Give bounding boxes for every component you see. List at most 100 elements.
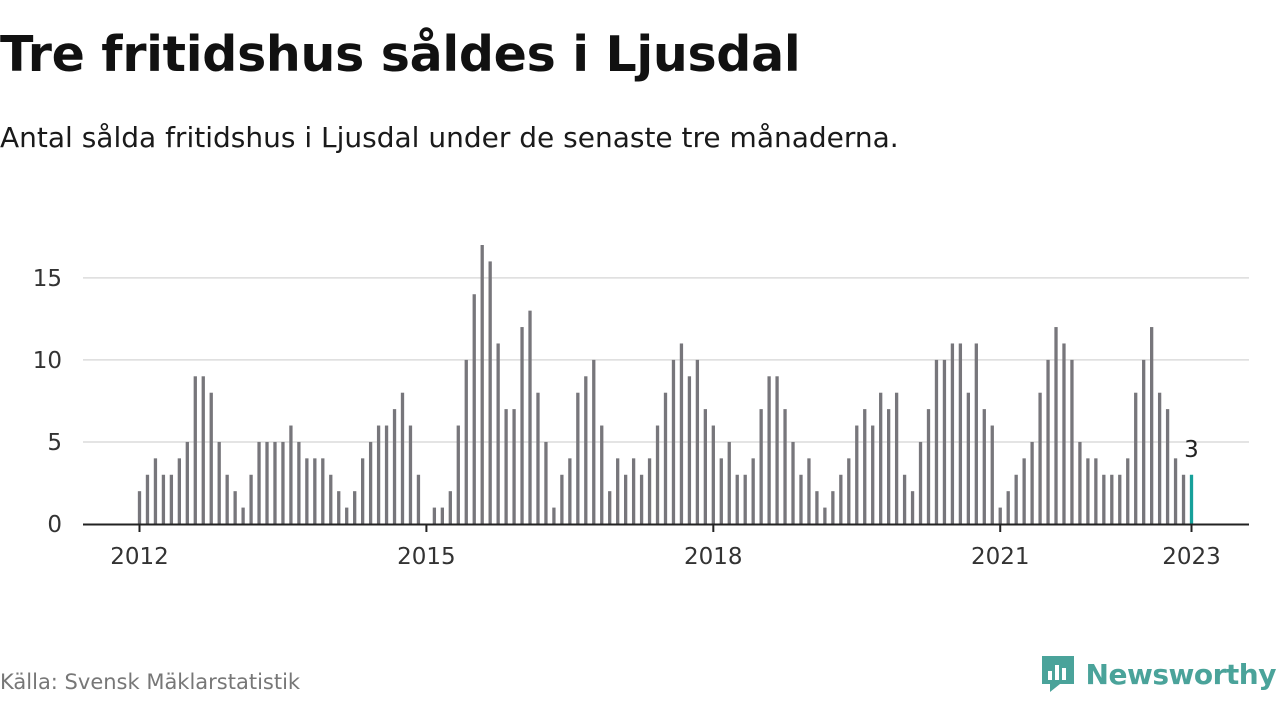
y-tick-label: 10 bbox=[33, 348, 62, 374]
bar bbox=[743, 474, 747, 524]
bar bbox=[1134, 392, 1138, 524]
bar bbox=[201, 376, 205, 524]
bar bbox=[552, 507, 556, 524]
bar bbox=[209, 392, 213, 524]
bar bbox=[990, 425, 994, 524]
bar bbox=[855, 425, 859, 524]
bar bbox=[1142, 359, 1146, 524]
bar bbox=[1173, 458, 1178, 524]
bar bbox=[376, 425, 381, 524]
bar bbox=[655, 425, 660, 524]
bar bbox=[153, 458, 158, 524]
bar bbox=[233, 491, 237, 524]
bar bbox=[974, 343, 978, 524]
bar bbox=[1094, 458, 1098, 524]
bar bbox=[1102, 474, 1106, 524]
bar bbox=[631, 458, 636, 524]
bar bbox=[639, 474, 644, 524]
bar bbox=[456, 425, 460, 524]
bar bbox=[313, 458, 317, 524]
bar bbox=[193, 376, 197, 524]
bar bbox=[297, 441, 301, 524]
bar bbox=[584, 376, 588, 524]
bar bbox=[751, 458, 755, 524]
bar bbox=[408, 425, 413, 524]
bar bbox=[608, 491, 612, 524]
bar bbox=[1022, 458, 1026, 524]
bar bbox=[831, 491, 835, 524]
bar bbox=[759, 409, 763, 524]
bar bbox=[966, 392, 970, 524]
bar bbox=[1181, 474, 1186, 524]
bar bbox=[1054, 327, 1058, 524]
bar bbox=[1006, 491, 1010, 524]
y-tick-label: 5 bbox=[47, 430, 62, 456]
bar bbox=[703, 409, 707, 524]
bar bbox=[576, 392, 580, 524]
source-note: Källa: Svensk Mäklarstatistik bbox=[0, 670, 301, 694]
bar bbox=[783, 409, 787, 524]
bar bbox=[1070, 359, 1074, 524]
bar bbox=[910, 491, 915, 524]
bar bbox=[719, 458, 723, 524]
bar bbox=[185, 441, 189, 524]
bar bbox=[887, 409, 891, 524]
bar bbox=[416, 474, 421, 524]
x-tick-label: 2021 bbox=[971, 544, 1030, 570]
bar bbox=[863, 409, 867, 524]
bar bbox=[217, 441, 221, 524]
bar bbox=[368, 441, 373, 524]
bar bbox=[839, 474, 843, 524]
bar bbox=[480, 245, 484, 524]
bar bbox=[663, 392, 668, 524]
bar bbox=[918, 441, 923, 524]
bar bbox=[265, 441, 269, 524]
bar bbox=[711, 425, 715, 524]
bar bbox=[464, 359, 468, 524]
bar bbox=[488, 261, 492, 524]
bar bbox=[137, 491, 142, 524]
y-tick-label: 15 bbox=[33, 266, 62, 292]
brand-logo: Newsworthy bbox=[1040, 654, 1277, 694]
bar bbox=[321, 458, 325, 524]
bar bbox=[496, 343, 500, 524]
bar bbox=[1126, 458, 1130, 524]
x-tick-label: 2018 bbox=[684, 544, 743, 570]
bar bbox=[392, 409, 397, 524]
bar bbox=[727, 441, 731, 524]
bar bbox=[647, 458, 652, 524]
axes bbox=[83, 523, 1249, 532]
chart-title: Tre fritidshus såldes i Ljusdal bbox=[0, 26, 801, 83]
bars bbox=[137, 245, 1194, 524]
bar bbox=[329, 474, 333, 524]
bar bbox=[345, 507, 349, 524]
bar bbox=[169, 474, 174, 524]
bar bbox=[871, 425, 875, 524]
bar bbox=[257, 441, 261, 524]
bar bbox=[902, 474, 907, 524]
bar bbox=[1110, 474, 1114, 524]
bar bbox=[767, 376, 771, 524]
newsworthy-icon bbox=[1041, 656, 1074, 692]
bar bbox=[472, 294, 476, 524]
bar bbox=[1014, 474, 1018, 524]
x-tick-label: 2012 bbox=[110, 544, 169, 570]
bar bbox=[950, 343, 955, 524]
bar bbox=[616, 458, 620, 524]
bar bbox=[361, 458, 365, 524]
bar bbox=[879, 392, 883, 524]
bar bbox=[241, 507, 245, 524]
bar bbox=[544, 441, 548, 524]
brand-name: Newsworthy bbox=[1085, 657, 1277, 691]
bar bbox=[568, 458, 572, 524]
bar bbox=[1046, 359, 1050, 524]
chart-subtitle: Antal sålda fritidshus i Ljusdal under d… bbox=[0, 121, 899, 154]
bar bbox=[305, 458, 309, 524]
x-tick-label: 2023 bbox=[1162, 544, 1221, 570]
bar bbox=[807, 458, 811, 524]
bar bbox=[1062, 343, 1066, 524]
bar bbox=[1118, 474, 1122, 524]
bar bbox=[998, 507, 1002, 524]
bar-chart: 0 5 10 15 2012 2015 2018 2021 2023 3 bbox=[33, 245, 1249, 570]
bar bbox=[592, 359, 596, 524]
